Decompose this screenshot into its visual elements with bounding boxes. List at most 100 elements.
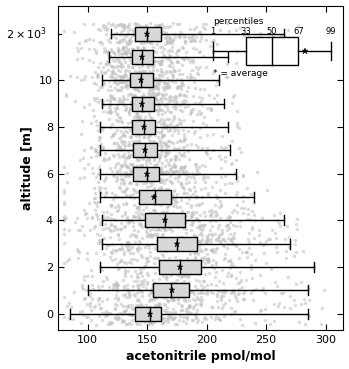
- Point: [292, 241, 298, 247]
- Point: [144, 169, 149, 175]
- Point: [133, 209, 139, 215]
- Point: [148, 39, 153, 45]
- Point: [116, 59, 122, 65]
- Point: [146, 137, 152, 143]
- Point: [158, 58, 164, 64]
- Point: [83, 287, 89, 293]
- Point: [105, 87, 111, 93]
- Point: [248, 266, 254, 272]
- Point: [229, 180, 235, 186]
- Point: [157, 179, 163, 184]
- Point: [204, 236, 210, 242]
- Point: [215, 225, 221, 231]
- Point: [88, 145, 94, 151]
- Point: [182, 290, 187, 296]
- Point: [151, 92, 157, 97]
- Point: [166, 224, 172, 230]
- Point: [140, 148, 145, 154]
- Point: [89, 165, 95, 171]
- Point: [160, 320, 166, 326]
- Point: [170, 280, 176, 286]
- Point: [197, 125, 203, 131]
- Point: [170, 98, 176, 104]
- Point: [172, 321, 178, 327]
- Point: [139, 85, 144, 90]
- Point: [134, 315, 140, 321]
- Point: [177, 234, 183, 240]
- Point: [171, 68, 177, 73]
- Point: [96, 184, 102, 190]
- Point: [282, 235, 288, 241]
- Point: [143, 123, 149, 128]
- Point: [215, 194, 220, 200]
- Point: [174, 277, 180, 283]
- Point: [128, 260, 133, 266]
- Point: [81, 165, 87, 171]
- Point: [160, 261, 165, 266]
- Point: [130, 213, 136, 219]
- Point: [208, 155, 213, 161]
- Point: [146, 56, 152, 62]
- Point: [126, 155, 131, 161]
- Point: [132, 81, 138, 87]
- Point: [148, 210, 153, 216]
- Point: [153, 127, 158, 133]
- Point: [123, 33, 128, 39]
- Point: [227, 257, 233, 263]
- Point: [238, 315, 243, 321]
- Point: [136, 22, 142, 28]
- Point: [114, 316, 120, 322]
- Point: [194, 217, 199, 223]
- Point: [124, 39, 129, 45]
- Point: [147, 40, 153, 46]
- Point: [129, 98, 134, 104]
- Point: [209, 248, 215, 254]
- Point: [116, 38, 122, 44]
- Point: [180, 101, 186, 107]
- Point: [161, 193, 166, 199]
- Point: [136, 131, 142, 137]
- Point: [214, 213, 220, 218]
- Point: [147, 121, 153, 127]
- Point: [178, 303, 184, 308]
- Point: [149, 172, 155, 178]
- Point: [152, 270, 158, 276]
- Point: [303, 300, 308, 306]
- Point: [141, 45, 147, 51]
- Point: [125, 239, 131, 245]
- Point: [140, 265, 146, 271]
- Point: [128, 194, 134, 200]
- Point: [118, 68, 123, 74]
- Point: [218, 239, 224, 245]
- Point: [291, 253, 297, 259]
- Point: [170, 203, 176, 209]
- Point: [148, 311, 153, 317]
- Point: [172, 164, 177, 170]
- Point: [66, 256, 72, 262]
- Point: [153, 140, 158, 146]
- Point: [193, 161, 199, 167]
- Point: [114, 39, 120, 45]
- Point: [90, 107, 96, 113]
- Point: [197, 231, 202, 237]
- Point: [162, 257, 167, 263]
- Point: [137, 74, 142, 80]
- Point: [175, 321, 180, 327]
- Point: [116, 47, 121, 53]
- Point: [202, 163, 207, 169]
- Point: [170, 211, 176, 217]
- Point: [137, 87, 142, 93]
- Point: [196, 49, 201, 55]
- Point: [138, 313, 144, 319]
- Point: [196, 170, 202, 176]
- Point: [200, 162, 205, 168]
- Point: [134, 171, 139, 177]
- Point: [300, 248, 306, 254]
- Point: [174, 100, 180, 106]
- Point: [119, 76, 125, 82]
- Point: [122, 51, 128, 56]
- Point: [129, 78, 135, 84]
- Point: [95, 71, 101, 77]
- Point: [151, 90, 157, 96]
- Point: [81, 273, 87, 279]
